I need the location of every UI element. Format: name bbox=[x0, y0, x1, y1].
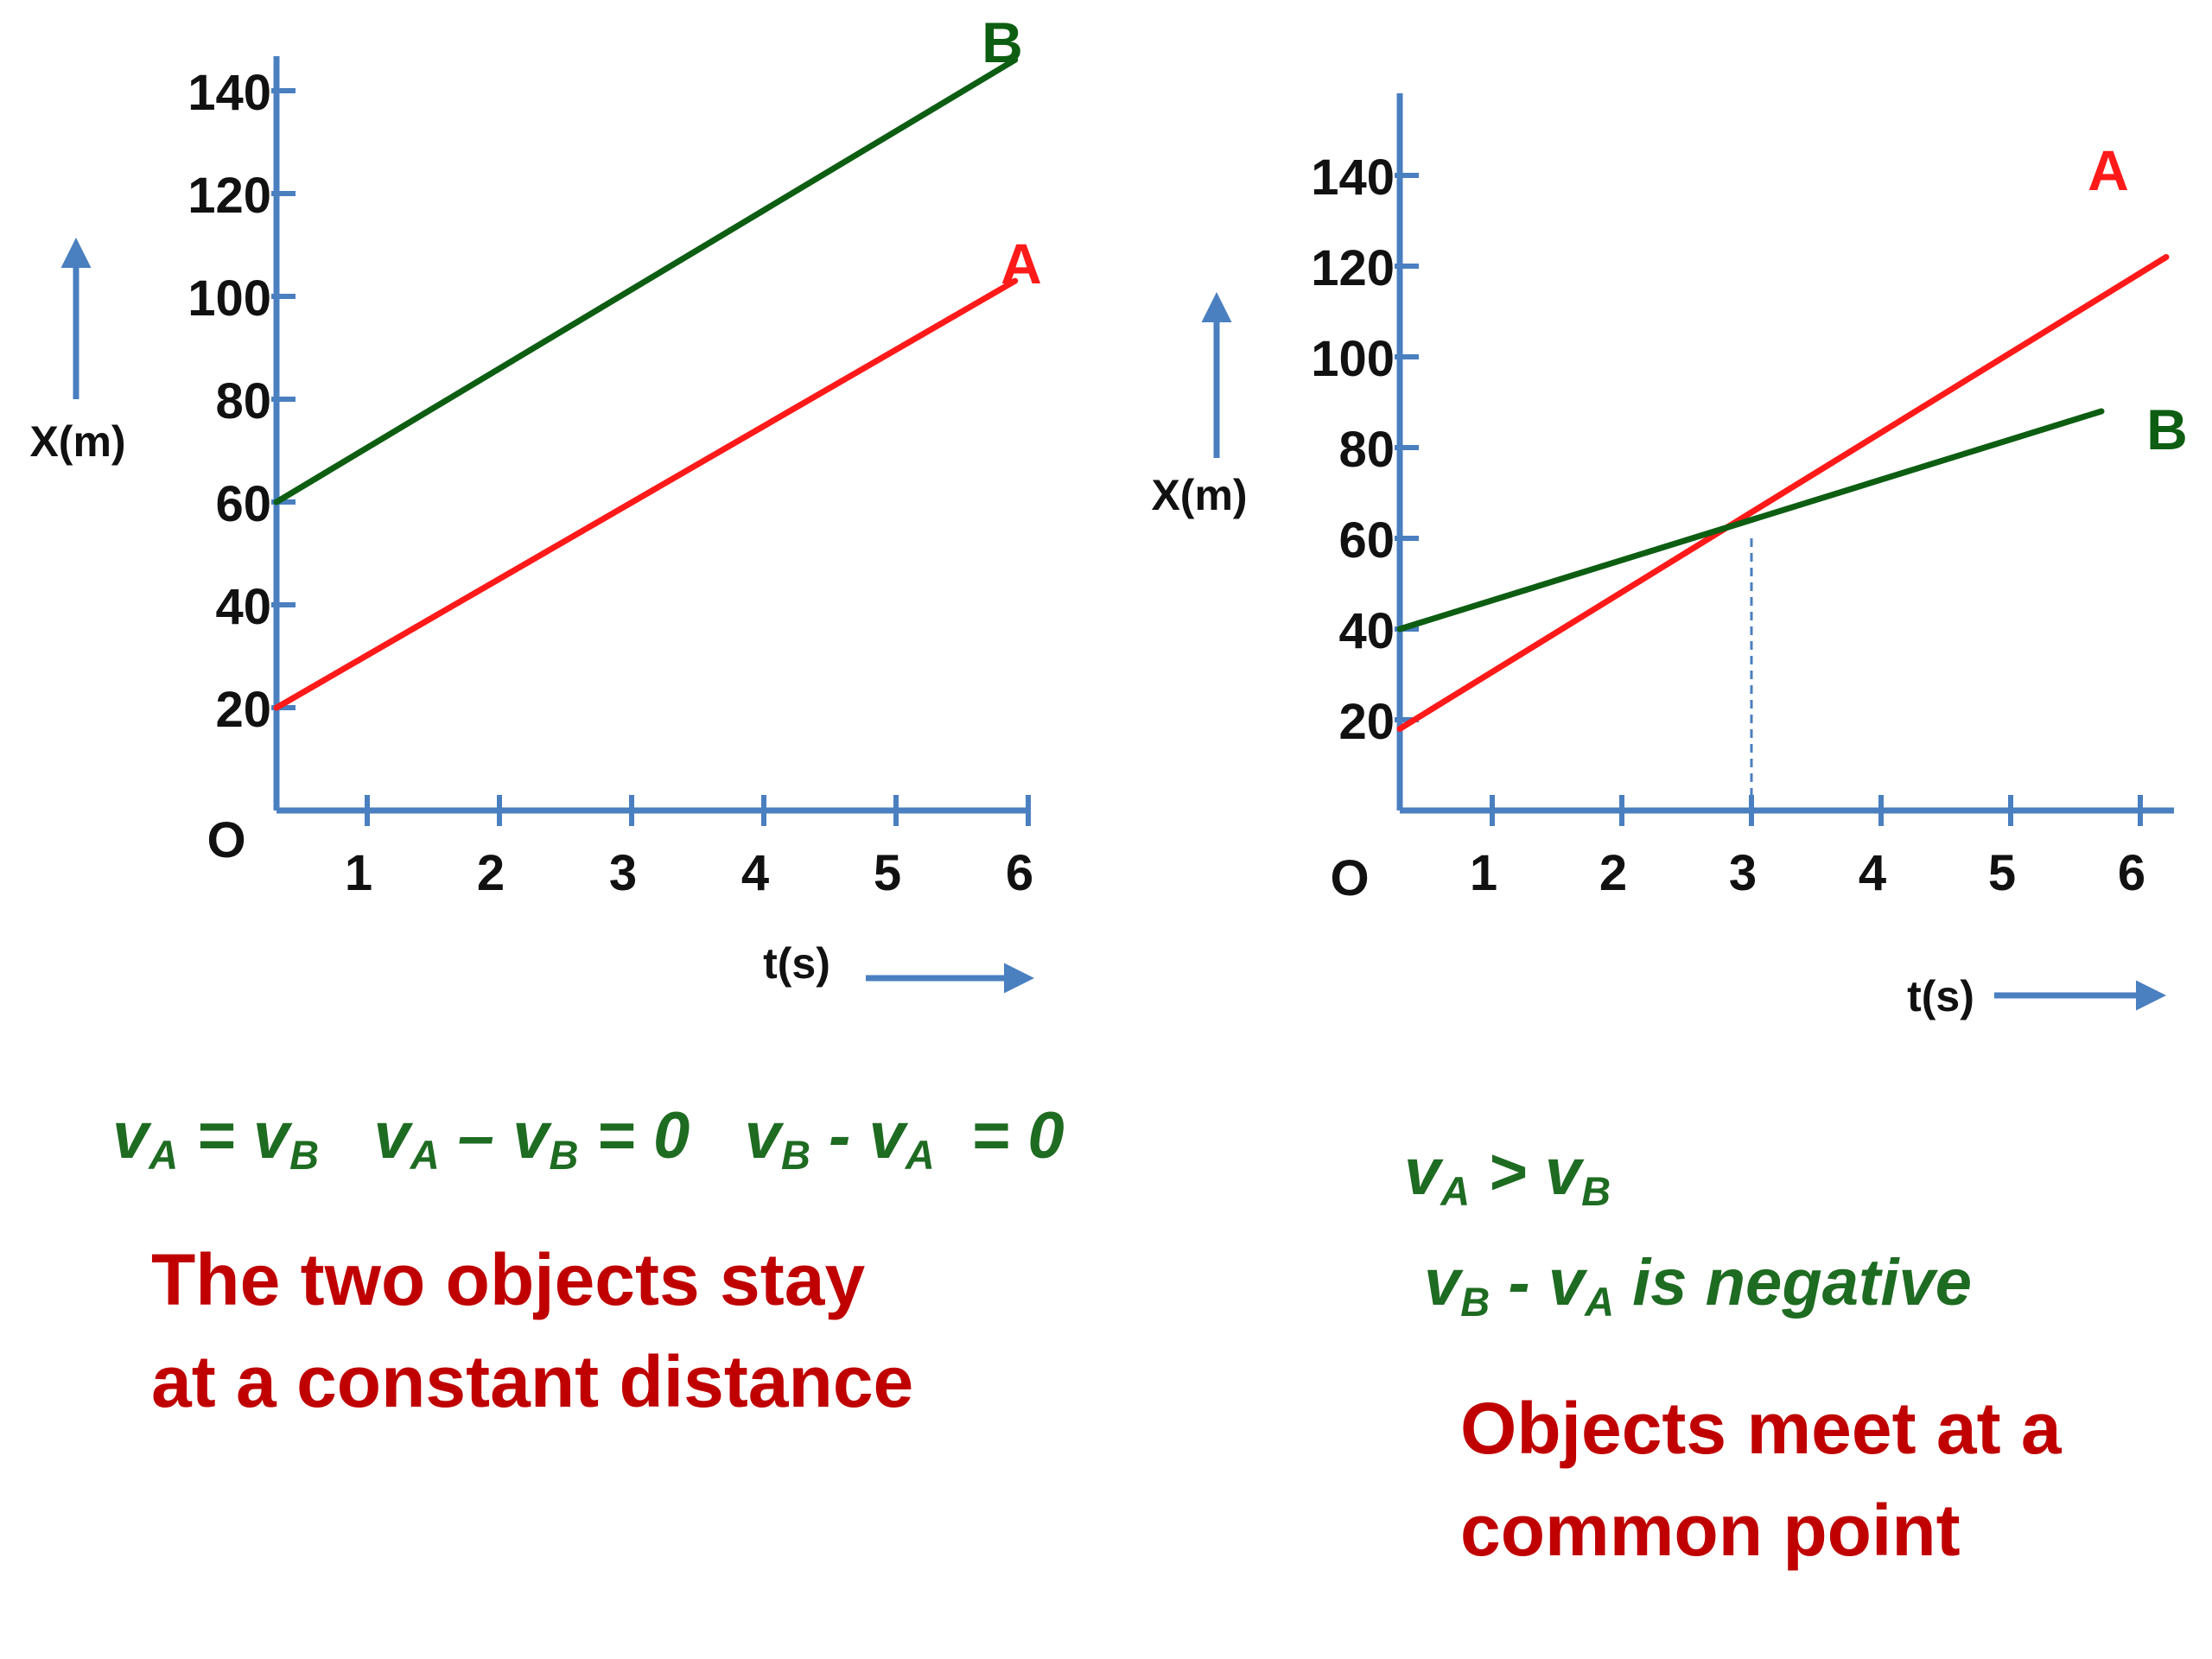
x-tick-label: 4 bbox=[741, 845, 769, 901]
y-tick-label: 20 bbox=[215, 682, 271, 738]
equation-right-line-2: vB - vA is negative bbox=[1424, 1246, 1972, 1325]
y-tick-label: 40 bbox=[215, 579, 271, 635]
y-tick-label: 80 bbox=[215, 373, 271, 429]
equation-part: v bbox=[1548, 1246, 1588, 1319]
equation-part: v bbox=[253, 1099, 293, 1173]
x-tick-label: 2 bbox=[1599, 845, 1627, 901]
equation-part: = 0 bbox=[578, 1099, 690, 1173]
y-tick-label: 20 bbox=[1338, 694, 1395, 750]
y-tick-label: 60 bbox=[215, 476, 271, 532]
origin-label: O bbox=[207, 812, 245, 868]
x-axis-label: t(s) bbox=[763, 939, 830, 988]
series-label-a: A bbox=[1001, 232, 1042, 296]
x-tick-label: 3 bbox=[1729, 845, 1757, 901]
equation-right-line-1: vA > vB bbox=[1404, 1135, 1611, 1214]
x-tick-label: 5 bbox=[1988, 845, 2016, 901]
equation-subscript: B bbox=[549, 1132, 578, 1178]
y-tick-label: 40 bbox=[1338, 603, 1395, 659]
series-label-b: B bbox=[2146, 397, 2188, 461]
x-tick-label: 6 bbox=[1006, 845, 1033, 901]
series-line-b bbox=[273, 56, 1019, 505]
y-tick-label: 120 bbox=[188, 168, 271, 224]
series-line-b bbox=[1396, 408, 2105, 632]
x-tick-label: 2 bbox=[477, 845, 505, 901]
caption-left-line: at a constant distance bbox=[151, 1341, 913, 1422]
origin-label: O bbox=[1330, 850, 1369, 906]
equation-part: v bbox=[868, 1099, 908, 1173]
equation-subscript: B bbox=[1581, 1168, 1611, 1214]
series-line-a bbox=[1396, 254, 2170, 732]
y-tick-label: 80 bbox=[1338, 422, 1395, 478]
chart-right: 20 40 60 80 100 120 140 1 2 3 4 5 6 O X(m) t(s) A B bbox=[1151, 93, 2188, 1020]
equation-part: - bbox=[1490, 1246, 1548, 1319]
equation-subscript: A bbox=[1440, 1168, 1470, 1214]
x-tick-label: 6 bbox=[2118, 845, 2145, 901]
equation-part: – bbox=[440, 1099, 513, 1173]
equation-subscript: B bbox=[781, 1132, 810, 1178]
equation-part: v bbox=[112, 1099, 152, 1173]
x-tick-label: 4 bbox=[1859, 845, 1886, 901]
equation-part: - bbox=[810, 1099, 869, 1173]
x-tick-label: 1 bbox=[345, 845, 372, 901]
equation-subscript: A bbox=[1584, 1279, 1614, 1325]
chart-left: 20 40 60 80 100 120 140 1 2 3 4 5 6 O X(m) t(s) B A bbox=[29, 10, 1042, 994]
equation-left: vA = vB vA – vB = 0 vB - vA = 0 bbox=[112, 1099, 1065, 1178]
equation-part: is negative bbox=[1614, 1246, 1972, 1319]
y-tick-label: 100 bbox=[188, 270, 271, 327]
caption-right-line: Objects meet at a bbox=[1460, 1388, 2063, 1469]
x-axis-label: t(s) bbox=[1907, 972, 1974, 1020]
equation-subscript: A bbox=[148, 1132, 178, 1178]
caption-left-line: The two objects stay bbox=[151, 1239, 865, 1320]
equation-part: > bbox=[1470, 1135, 1545, 1209]
equation-part bbox=[690, 1099, 744, 1173]
equation-part: = bbox=[178, 1099, 253, 1173]
equation-subscript: A bbox=[410, 1132, 440, 1178]
series-label-a: A bbox=[2088, 138, 2129, 202]
equation-part: v bbox=[512, 1099, 552, 1173]
y-tick-label: 60 bbox=[1338, 512, 1395, 569]
equation-part: v bbox=[745, 1099, 785, 1173]
equation-part: v bbox=[1424, 1246, 1464, 1319]
equation-part: = 0 bbox=[935, 1099, 1065, 1173]
y-tick-label: 100 bbox=[1311, 331, 1395, 387]
x-tick-label: 3 bbox=[609, 845, 637, 901]
equation-part bbox=[319, 1099, 373, 1173]
equation-part: v bbox=[373, 1099, 413, 1173]
equation-part: v bbox=[1545, 1135, 1585, 1209]
equation-subscript: B bbox=[1460, 1279, 1490, 1325]
equation-subscript: A bbox=[905, 1132, 935, 1178]
y-tick-label: 140 bbox=[1311, 149, 1395, 206]
y-tick-label: 120 bbox=[1311, 240, 1395, 296]
x-tick-label: 1 bbox=[1470, 845, 1497, 901]
equation-part: v bbox=[1404, 1135, 1444, 1209]
series-line-a bbox=[273, 277, 1019, 711]
series-label-b: B bbox=[982, 10, 1023, 74]
equation-subscript: B bbox=[289, 1132, 319, 1178]
caption-right-line: common point bbox=[1460, 1490, 1961, 1571]
y-tick-label: 140 bbox=[188, 65, 271, 121]
x-tick-label: 5 bbox=[874, 845, 901, 901]
y-axis-label: X(m) bbox=[29, 417, 125, 466]
y-axis-label: X(m) bbox=[1151, 471, 1247, 519]
